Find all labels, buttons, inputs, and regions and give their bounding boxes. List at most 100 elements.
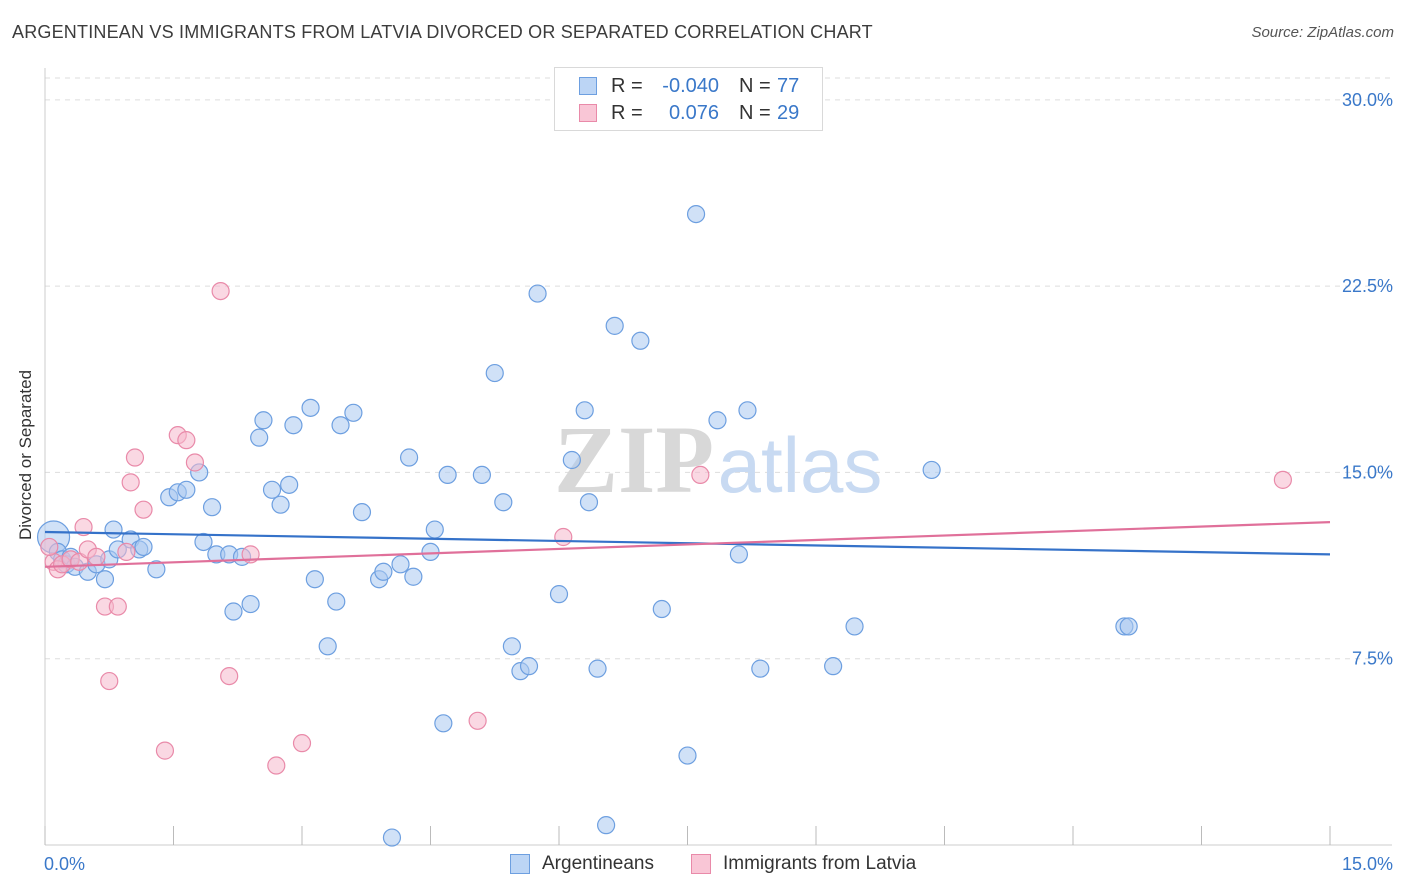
legend-n-value: 77 — [777, 74, 800, 97]
argentinean-point — [434, 714, 453, 733]
argentinean-point — [202, 498, 222, 517]
argentinean-point — [751, 659, 770, 678]
argentinean-point — [104, 520, 123, 539]
argentinean-point — [374, 562, 393, 581]
y-tick-label: 30.0% — [1342, 90, 1393, 110]
legend-row-latvia: R = 0.076 N = 29 — [579, 100, 799, 126]
argentinean-point — [327, 592, 346, 611]
argentinean-point — [605, 316, 624, 335]
argentinean-point — [502, 637, 521, 656]
latvia-point — [267, 756, 286, 775]
legend-r-value: 0.076 — [668, 101, 719, 124]
argentinean-point — [438, 465, 457, 485]
series-swatch-pink — [691, 854, 711, 874]
latvia-trendline — [44, 520, 1331, 568]
points — [36, 204, 1292, 847]
latvia-point — [117, 542, 136, 562]
argentinean-point — [331, 416, 350, 435]
argentinean-point — [519, 657, 539, 676]
series-legend-argentineans: Argentineans — [510, 852, 654, 876]
gridlines — [45, 77, 1392, 660]
latvia-point — [220, 666, 239, 686]
argentinean-point — [344, 403, 363, 422]
chart-source: Source: ZipAtlas.com — [1251, 24, 1394, 41]
argentinean-point — [528, 284, 547, 303]
series-swatch-blue — [510, 854, 530, 874]
latvia-point — [108, 597, 127, 616]
latvia-point — [177, 431, 196, 450]
argentinean-point — [305, 570, 324, 589]
latvia-point — [292, 734, 312, 753]
argentinean-point — [280, 475, 299, 494]
latvia-point — [554, 527, 573, 547]
x-tick-label-max: 15.0% — [1342, 854, 1393, 874]
argentinean-point — [1119, 617, 1138, 636]
argentinean-point — [686, 204, 706, 224]
argentinean-point — [284, 416, 303, 435]
argentinean-point — [147, 560, 166, 579]
argentinean-point — [588, 659, 607, 678]
legend-r-label: R = — [611, 74, 643, 97]
argentinean-point — [194, 532, 213, 552]
latvia-point — [468, 711, 487, 730]
argentinean-point — [845, 617, 864, 636]
argentinean-point — [678, 746, 697, 765]
tick-labels: 7.5% 15.0% 22.5% 30.0% 0.0% 15.0% — [44, 90, 1393, 874]
argentinean-point — [250, 428, 269, 447]
argentinean-point — [177, 480, 196, 499]
argentinean-point — [271, 495, 290, 514]
argentinean-point — [301, 398, 320, 417]
legend-swatch-pink — [579, 104, 597, 122]
latvia-point — [87, 547, 106, 566]
argentinean-point — [485, 363, 504, 383]
argentinean-point — [399, 448, 419, 467]
argentinean-point — [391, 555, 410, 574]
latvia-point — [121, 473, 140, 492]
series-name-argentineans: Argentineans — [542, 853, 654, 874]
y-tick-label: 15.0% — [1342, 462, 1393, 482]
legend-n-label: N = — [739, 74, 771, 97]
argentinean-point — [352, 503, 372, 522]
legend-r-label: R = — [611, 101, 643, 124]
argentinean-point — [382, 828, 402, 847]
argentinean-point — [549, 585, 569, 604]
latvia-point — [691, 465, 710, 485]
argentinean-point — [224, 602, 243, 621]
argentinean-point — [404, 567, 423, 586]
latvia-point — [1273, 470, 1292, 489]
y-axis-label: Divorced or Separated — [16, 369, 35, 541]
y-tick-label: 22.5% — [1342, 276, 1393, 296]
trendlines — [44, 520, 1331, 568]
legend-r-value: -0.040 — [662, 74, 719, 97]
legend-swatch-blue — [579, 77, 597, 95]
axes — [44, 68, 1392, 846]
latvia-point — [100, 671, 119, 691]
argentinean-point — [738, 401, 757, 420]
argentinean-point — [421, 542, 440, 562]
argentinean-point — [652, 599, 671, 619]
legend-row-argentineans: R = -0.040 N = 77 — [579, 73, 799, 99]
watermark-atlas: atlas — [718, 421, 883, 509]
argentinean-point — [254, 411, 273, 430]
y-tick-label: 7.5% — [1352, 649, 1393, 669]
argentinean-trendline — [44, 530, 1331, 556]
chart-title: ARGENTINEAN VS IMMIGRANTS FROM LATVIA DI… — [12, 22, 873, 42]
argentinean-point — [597, 816, 616, 835]
legend-n-value: 29 — [777, 101, 800, 124]
series-legend-latvia: Immigrants from Latvia — [691, 852, 916, 876]
argentinean-point — [579, 493, 599, 512]
argentinean-point — [562, 450, 581, 470]
argentinean-point — [494, 493, 513, 512]
argentinean-point — [824, 657, 843, 676]
argentinean-point — [95, 570, 115, 589]
series-name-latvia: Immigrants from Latvia — [723, 853, 917, 874]
argentinean-point — [425, 520, 444, 539]
argentinean-point — [729, 545, 749, 564]
argentinean-point — [262, 480, 282, 499]
latvia-point — [40, 537, 59, 557]
argentinean-point — [631, 331, 650, 350]
correlation-legend: R = -0.040 N = 77 R = 0.076 N = 29 — [554, 67, 823, 131]
argentinean-point — [134, 537, 153, 557]
argentinean-point — [472, 465, 491, 485]
